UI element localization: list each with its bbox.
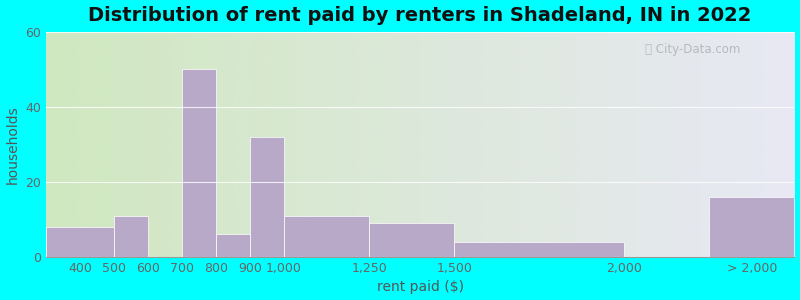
Bar bbox=[369, 223, 454, 257]
Text: ⓘ City-Data.com: ⓘ City-Data.com bbox=[645, 43, 740, 56]
X-axis label: rent paid ($): rent paid ($) bbox=[377, 280, 464, 294]
Y-axis label: households: households bbox=[6, 105, 19, 184]
Bar bbox=[46, 227, 114, 257]
Bar bbox=[284, 216, 369, 257]
Bar bbox=[250, 137, 284, 257]
Bar bbox=[454, 242, 624, 257]
Bar bbox=[182, 69, 216, 257]
Bar bbox=[114, 216, 148, 257]
Title: Distribution of rent paid by renters in Shadeland, IN in 2022: Distribution of rent paid by renters in … bbox=[89, 6, 752, 25]
Bar bbox=[710, 197, 794, 257]
Bar bbox=[216, 235, 250, 257]
